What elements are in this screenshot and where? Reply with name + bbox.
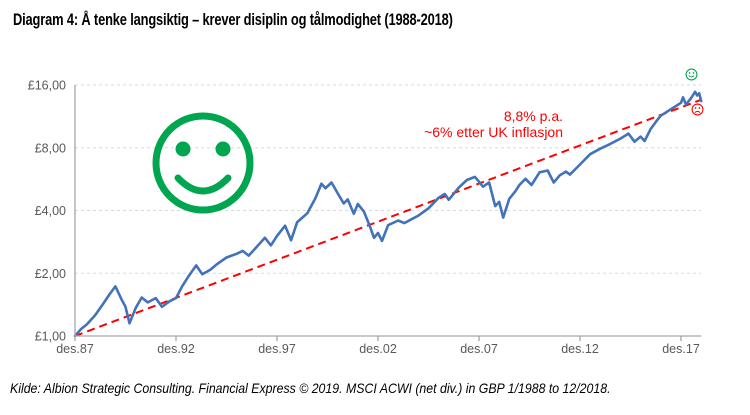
x-tick-label: des.02 — [359, 342, 397, 356]
big-smiley-icon — [152, 112, 254, 214]
y-tick-label: £8,00 — [35, 141, 66, 155]
x-tick-label: des.12 — [561, 342, 599, 356]
happy-face-icon — [685, 68, 698, 81]
x-tick-label: des.07 — [460, 342, 498, 356]
annotation-rate: 8,8% p.a. — [503, 108, 563, 124]
y-tick-label: £16,00 — [28, 79, 66, 93]
trend-line — [74, 98, 702, 337]
page-title: Diagram 4: Å tenke langsiktig – krever d… — [13, 11, 453, 29]
x-tick-label: des.17 — [662, 342, 700, 356]
y-tick-label: £4,00 — [35, 204, 66, 218]
return-annotation: 8,8% p.a. ~6% etter UK inflasjon — [424, 108, 563, 140]
source-caption: Kilde: Albion Strategic Consulting. Fina… — [10, 380, 611, 396]
series-line — [73, 90, 703, 338]
x-tick-label: des.92 — [157, 342, 195, 356]
sad-face-icon — [691, 103, 704, 116]
x-tick-label: des.97 — [258, 342, 296, 356]
x-tick-label: des.87 — [56, 342, 94, 356]
y-tick-label: £1,00 — [35, 330, 66, 344]
annotation-inflation: ~6% etter UK inflasjon — [424, 124, 563, 140]
y-tick-label: £2,00 — [35, 267, 66, 281]
